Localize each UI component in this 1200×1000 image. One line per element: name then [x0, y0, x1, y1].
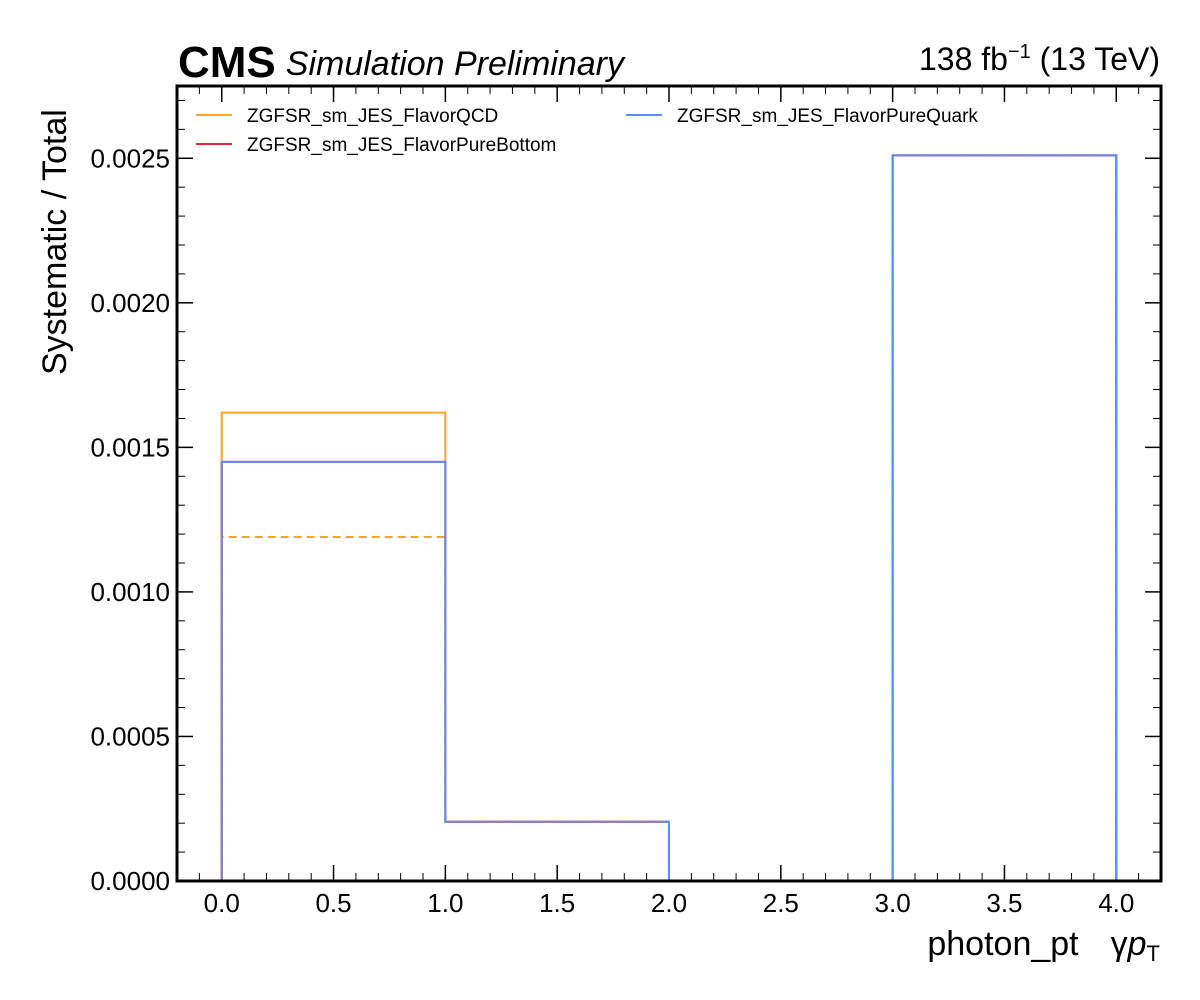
experiment-label: CMS [178, 38, 276, 87]
y-axis-title: Systematic / Total [36, 109, 74, 375]
y-tick-label: 0.0025 [90, 143, 170, 173]
plot-frame [175, 84, 1163, 883]
status-subtitle: Simulation Preliminary [286, 45, 626, 83]
legend: ZGFSR_sm_JES_FlavorQCD ZGFSR_sm_JES_Flavo… [196, 106, 978, 156]
x-tick-label: 0.0 [204, 888, 240, 918]
series-layer [220, 154, 1118, 882]
legend-label: ZGFSR_sm_JES_FlavorPureBottom [247, 135, 556, 156]
x-tick-label: 3.0 [875, 888, 911, 918]
series-line [220, 154, 1118, 882]
x-tick-label: 0.5 [315, 888, 351, 918]
series-line [220, 154, 1118, 882]
x-tick-label: 3.5 [986, 888, 1022, 918]
series-line [220, 154, 1118, 882]
x-tick-label: 2.5 [763, 888, 799, 918]
y-tick-label: 0.0020 [90, 288, 170, 318]
series-line [220, 154, 1118, 882]
x-tick-label: 1.0 [427, 888, 463, 918]
y-tick-label: 0.0015 [90, 432, 170, 462]
x-tick-label: 4.0 [1098, 888, 1134, 918]
x-axis-title: photon_pt γpT [927, 925, 1160, 966]
y-tick-label: 0.0000 [90, 866, 170, 896]
y-tick-label: 0.0010 [90, 577, 170, 607]
x-tick-label: 1.5 [539, 888, 575, 918]
luminosity-label: 138 fb−1 (13 TeV) [919, 41, 1160, 77]
axis-ticks: 0.0 0.5 1.0 1.5 2.0 2.5 3.0 3.5 4.0 0.0000 0.0005 0… [90, 86, 1161, 918]
legend-label: ZGFSR_sm_JES_FlavorPureQuark [677, 106, 978, 127]
x-tick-label: 2.0 [651, 888, 687, 918]
y-tick-label: 0.0005 [90, 721, 170, 751]
legend-label: ZGFSR_sm_JES_FlavorQCD [247, 106, 498, 127]
